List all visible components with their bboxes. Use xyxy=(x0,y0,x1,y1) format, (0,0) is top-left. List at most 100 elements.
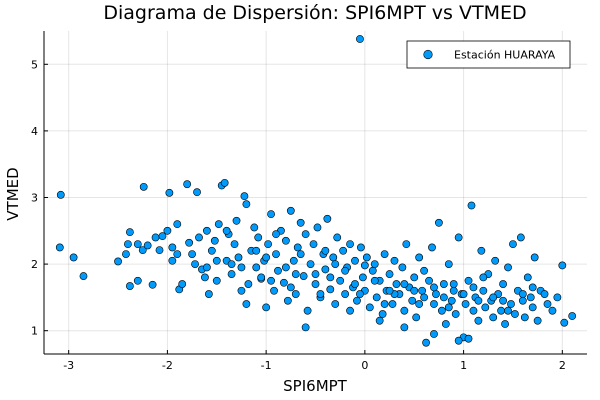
data-point-0-156 xyxy=(507,300,515,308)
data-point-0-32 xyxy=(202,226,211,235)
data-point-0-68 xyxy=(291,290,300,298)
data-point-0-7 xyxy=(125,228,134,237)
data-point-0-44 xyxy=(232,216,241,225)
data-point-0-208 xyxy=(489,293,498,302)
data-point-0-218 xyxy=(474,296,483,305)
data-point-0-107 xyxy=(385,270,394,278)
data-point-0-164 xyxy=(526,293,535,302)
data-point-0-188 xyxy=(291,270,300,278)
data-point-0-217 xyxy=(444,303,453,312)
data-point-0-169 xyxy=(540,290,549,298)
data-point-0-0 xyxy=(56,190,65,199)
data-point-0-19 xyxy=(168,243,177,252)
data-point-0-160 xyxy=(516,233,525,242)
data-point-0-219 xyxy=(504,306,512,315)
y-tick-label-2: 3 xyxy=(31,191,38,204)
data-point-0-180 xyxy=(331,260,340,268)
data-point-0-175 xyxy=(568,312,577,320)
data-point-0-140 xyxy=(467,201,476,210)
data-point-0-20 xyxy=(168,256,177,265)
data-point-0-93 xyxy=(353,296,361,305)
data-point-0-153 xyxy=(499,280,507,288)
data-point-0-215 xyxy=(385,286,394,295)
data-point-0-134 xyxy=(451,310,460,318)
x-tick-label-5: 2 xyxy=(559,359,566,372)
data-point-0-4 xyxy=(114,257,122,266)
legend-entry-label: Estación HUARAYA xyxy=(454,49,556,62)
data-point-0-189 xyxy=(321,246,330,255)
data-point-0-39 xyxy=(220,178,229,187)
data-point-0-194 xyxy=(469,283,478,292)
y-tick-label-1: 2 xyxy=(31,258,38,271)
data-point-0-184 xyxy=(449,280,458,288)
x-tick-label-3: 0 xyxy=(361,359,368,372)
data-point-0-86 xyxy=(336,276,345,285)
data-point-0-124 xyxy=(428,243,436,252)
tick-marks: -3 -2 -1 0 1 2 1 2 3 4 5 xyxy=(31,58,566,372)
data-point-0-181 xyxy=(360,261,369,270)
y-tick-label-0: 1 xyxy=(31,325,38,338)
data-point-0-222 xyxy=(430,330,438,338)
data-point-0-72 xyxy=(301,230,310,239)
data-point-0-56 xyxy=(262,303,271,312)
data-point-0-74 xyxy=(306,260,315,268)
data-point-0-110 xyxy=(392,280,401,288)
data-point-0-223 xyxy=(400,323,409,332)
data-point-0-75 xyxy=(309,240,318,249)
x-tick-label-0: -3 xyxy=(63,359,74,372)
data-point-0-157 xyxy=(509,240,517,249)
data-point-0-73 xyxy=(303,306,312,315)
data-point-0-158 xyxy=(511,310,519,318)
data-point-0-18 xyxy=(165,188,174,197)
data-point-0-101 xyxy=(370,260,379,268)
data-point-0-95 xyxy=(357,243,365,252)
data-point-0-210 xyxy=(237,263,246,272)
data-point-0-53 xyxy=(254,233,263,242)
chart-title: Diagrama de Dispersión: SPI6MPT vs VTMED xyxy=(103,2,526,24)
data-point-0-127 xyxy=(435,218,443,227)
data-point-0-100 xyxy=(368,266,377,275)
data-point-0-21 xyxy=(173,220,182,229)
data-point-0-64 xyxy=(281,236,290,245)
data-point-0-85 xyxy=(333,233,342,242)
data-point-0-207 xyxy=(459,290,468,298)
legend-marker xyxy=(423,49,433,60)
data-point-0-205 xyxy=(400,280,409,288)
data-point-0-10 xyxy=(138,246,147,255)
data-point-0-120 xyxy=(418,286,427,295)
data-point-0-27 xyxy=(191,260,199,268)
data-point-0-135 xyxy=(454,233,463,242)
data-point-0-104 xyxy=(378,310,387,318)
data-point-0-214 xyxy=(356,290,364,298)
data-point-0-185 xyxy=(479,273,488,282)
data-point-0-16 xyxy=(158,232,167,241)
data-point-0-5 xyxy=(122,250,130,258)
data-point-0-125 xyxy=(430,300,438,308)
data-point-0-29 xyxy=(195,233,203,242)
data-point-0-2 xyxy=(69,253,78,262)
data-point-0-145 xyxy=(479,286,488,295)
data-point-0-131 xyxy=(444,260,453,268)
data-point-0-82 xyxy=(326,285,335,294)
data-point-0-200 xyxy=(252,246,261,255)
data-point-0-33 xyxy=(204,290,213,298)
data-point-0-83 xyxy=(329,253,338,262)
data-point-0-195 xyxy=(499,296,507,305)
data-point-0-71 xyxy=(299,272,308,280)
data-point-0-69 xyxy=(293,243,302,252)
x-tick-label-1: -2 xyxy=(162,359,173,372)
data-point-0-58 xyxy=(267,210,275,219)
data-point-0-130 xyxy=(441,320,450,328)
data-point-0-123 xyxy=(425,276,433,285)
data-point-0-172 xyxy=(553,293,562,302)
data-point-0-96 xyxy=(358,273,367,282)
y-axis-label: VTMED xyxy=(4,167,22,220)
data-point-0-155 xyxy=(504,263,512,272)
data-point-0-9 xyxy=(133,276,142,285)
data-point-0-70 xyxy=(296,218,305,227)
data-point-0-209 xyxy=(518,290,527,298)
data-point-0-227 xyxy=(286,283,295,292)
x-axis-label: SPI6MPT xyxy=(283,377,348,395)
